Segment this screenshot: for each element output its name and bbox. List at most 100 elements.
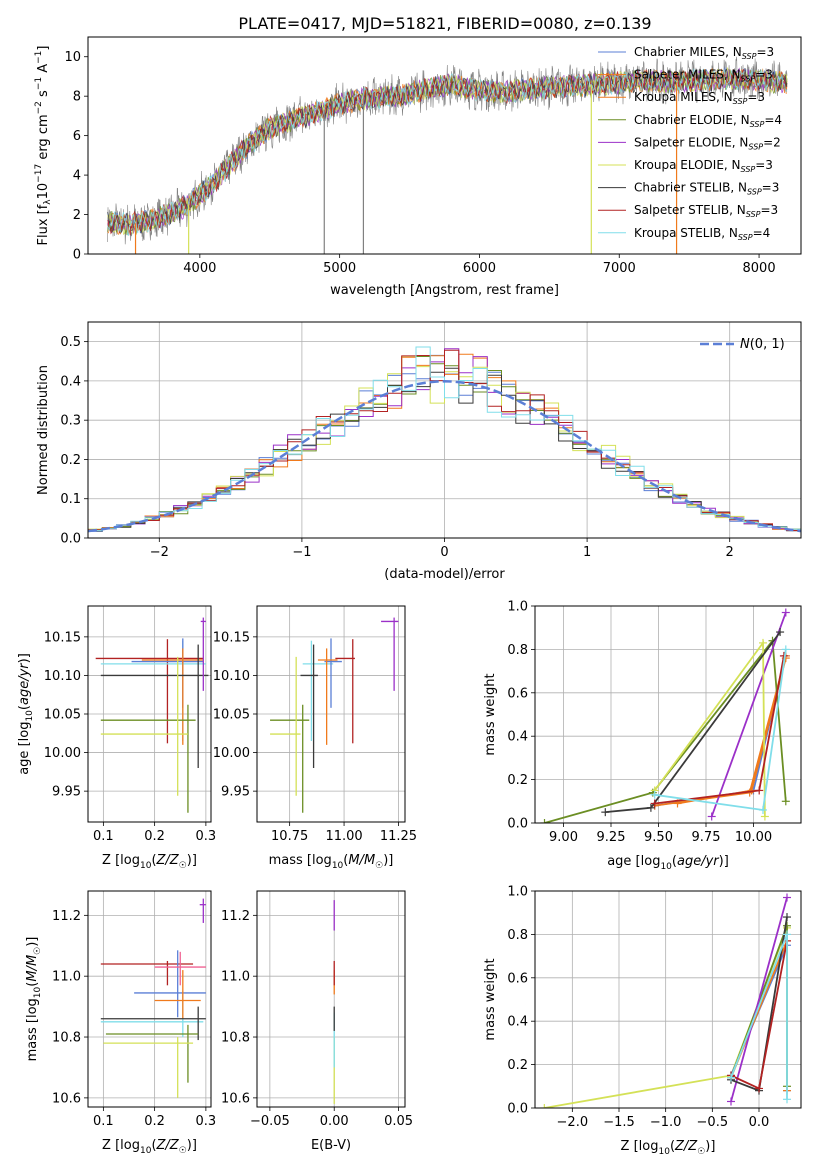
weight_vs_Z-ytick-label: 0.6 bbox=[507, 971, 528, 986]
mass_vs_Z-panel: 0.1 0.2 0.310.610.811.011.2Z [log10(Z/Z☉)]… bbox=[25, 890, 216, 1156]
age_vs_Z-xtick-label: 0.2 bbox=[144, 829, 165, 844]
spectrum-xtick-label: 8000 bbox=[743, 261, 776, 276]
text-span: )] bbox=[25, 937, 40, 947]
text-span: SSP bbox=[733, 97, 748, 106]
text-span: ☉ bbox=[179, 861, 187, 871]
spectrum-panel: 4000 5000 6000 7000 8000 0 2 4 6 8 10 Chabrier MILE… bbox=[34, 36, 802, 298]
residuals-xtick-label: 1 bbox=[583, 545, 591, 560]
text-span: ( bbox=[151, 853, 156, 868]
legend-label: Salpeter ELODIE, NSSP=2 bbox=[634, 135, 781, 151]
text-span: Z [log bbox=[102, 853, 140, 868]
mass_vs_Z-plot-area bbox=[100, 898, 206, 1098]
text-span: SSP bbox=[738, 233, 753, 242]
legend-label: Salpeter MILES, NSSP=3 bbox=[634, 68, 773, 84]
text-span: )] bbox=[187, 853, 197, 868]
text-span: ☉ bbox=[375, 861, 383, 871]
text-span: age [log bbox=[17, 722, 32, 775]
spectrum-model-line bbox=[107, 69, 788, 236]
text-span: Kroupa MILES, N bbox=[634, 90, 733, 104]
text-span: SSP bbox=[741, 75, 756, 84]
text-span: −17 bbox=[34, 164, 44, 183]
text-span: 10 bbox=[25, 710, 35, 722]
weight_vs_Z-plot-area bbox=[540, 893, 791, 1108]
legend-label: Kroupa MILES, NSSP=3 bbox=[634, 90, 765, 106]
text-span: =3 bbox=[756, 45, 774, 59]
text-span: Chabrier STELIB, N bbox=[634, 181, 747, 195]
age_vs_mass-panel: 10.75 11.00 11.25 9.95 10.00 10.05 10.10 10.15 m… bbox=[213, 605, 417, 871]
age_vs_Z-ytick-label: 9.95 bbox=[52, 785, 81, 800]
text-span: =3 bbox=[762, 181, 780, 195]
age_vs_mass-ytick-label: 9.95 bbox=[221, 785, 250, 800]
text-span: N bbox=[740, 337, 750, 352]
weight-line bbox=[544, 638, 787, 823]
mass_vs_ebv-ytick-label: 10.8 bbox=[221, 1031, 250, 1046]
residuals-plot-area bbox=[88, 346, 801, 538]
residuals-xtick-label: 2 bbox=[726, 545, 734, 560]
mass_vs_Z-ytick-label: 11.2 bbox=[52, 909, 81, 924]
text-span: SSP bbox=[750, 120, 765, 129]
spectrum-xtick-label: 5000 bbox=[323, 261, 356, 276]
text-span: A bbox=[36, 64, 51, 77]
age_vs_mass-ytick-label: 10.00 bbox=[213, 746, 250, 761]
weight_vs_age-ytick-label: 0.0 bbox=[507, 817, 528, 832]
mass_vs_ebv-frame bbox=[256, 890, 406, 1108]
text-span: =2 bbox=[763, 135, 781, 149]
residuals-ytick-label: 0.1 bbox=[60, 492, 81, 507]
text-span: ( bbox=[25, 982, 40, 987]
gaussian-reference-line bbox=[88, 380, 801, 533]
weight_vs_Z-ytick-label: 0.8 bbox=[507, 928, 528, 943]
text-span: =4 bbox=[764, 113, 782, 127]
spectrum-xtick-label: 6000 bbox=[463, 261, 496, 276]
spectrum-ytick-label: 8 bbox=[73, 90, 81, 105]
weight_vs_age-xtick-label: 9.00 bbox=[549, 830, 578, 845]
weight_vs_age-xtick-label: 10.00 bbox=[735, 830, 772, 845]
spectrum-ytick-label: 0 bbox=[73, 248, 81, 263]
age_vs_Z-frame bbox=[87, 605, 212, 823]
text-span: M/M bbox=[348, 853, 375, 868]
weight_vs_Z-xtick-label: −1.0 bbox=[650, 1115, 682, 1130]
text-span: −1 bbox=[34, 51, 44, 64]
residuals-xtick-label: 0 bbox=[440, 545, 448, 560]
weight_vs_Z-xtick-label: −1.5 bbox=[603, 1115, 635, 1130]
residuals-ytick-label: 0.5 bbox=[60, 335, 81, 350]
text-span: =3 bbox=[747, 90, 765, 104]
text-span: ☉ bbox=[33, 947, 43, 955]
spectrum-xtick-label: 7000 bbox=[603, 261, 636, 276]
mass_vs_Z-xtick-label: 0.1 bbox=[93, 1114, 114, 1129]
spectrum-model-line bbox=[107, 68, 788, 237]
text-span: SSP bbox=[747, 188, 762, 197]
legend-label: Chabrier MILES, NSSP=3 bbox=[634, 45, 774, 61]
residuals-ytick-label: 0.3 bbox=[60, 414, 81, 429]
weight-line bbox=[730, 897, 788, 1102]
spectrum-xlabel: wavelength [Angstrom, rest frame] bbox=[330, 283, 559, 298]
text-span: 10 bbox=[658, 1147, 670, 1157]
weight_vs_age-frame bbox=[534, 605, 802, 824]
text-span: ( bbox=[17, 705, 32, 710]
text-span: Chabrier ELODIE, N bbox=[634, 113, 750, 127]
text-span: =3 bbox=[755, 68, 773, 82]
weight_vs_Z-ytick-label: 0.0 bbox=[507, 1102, 528, 1117]
text-span: erg cm bbox=[36, 114, 51, 163]
text-span: 10 bbox=[140, 861, 152, 871]
weight_vs_age-panel: 9.00 9.25 9.50 9.75 10.00 0.0 0.2 0.4 0.6 0.8 1.0 m… bbox=[483, 600, 802, 872]
text-span: λ bbox=[43, 199, 53, 205]
mass_vs_ebv-ytick-label: 10.6 bbox=[221, 1091, 250, 1106]
age_vs_mass-frame bbox=[256, 605, 406, 823]
text-span: SSP bbox=[742, 52, 757, 61]
text-span: Z [log bbox=[621, 1139, 659, 1154]
weight_vs_age-ytick-label: 0.2 bbox=[507, 773, 528, 788]
text-span: M/M bbox=[25, 955, 40, 982]
residuals-ytick-label: 0.0 bbox=[60, 532, 81, 547]
age_vs_mass-xtick-label: 10.75 bbox=[271, 829, 308, 844]
legend-label: Kroupa ELODIE, NSSP=3 bbox=[634, 158, 773, 174]
residuals-panel: −2 −1 0 1 2 0.0 0.1 0.2 0.3 0.4 0.5 N(0, 1) (data-mo… bbox=[36, 321, 802, 582]
weight_vs_Z-ylabel: mass weight bbox=[483, 958, 498, 1040]
text-span: 10 bbox=[332, 861, 344, 871]
age-vs-mass-xlabel: mass [log10(M/M☉)] bbox=[269, 853, 394, 871]
age-vs-Z-xlabel: Z [log10(Z/Z☉)] bbox=[102, 853, 197, 871]
text-span: age/yr bbox=[17, 662, 32, 705]
weight_vs_age-ytick-label: 0.4 bbox=[507, 730, 528, 745]
legend-label: Chabrier ELODIE, NSSP=4 bbox=[634, 113, 782, 129]
age_vs_Z-ytick-label: 10.00 bbox=[44, 746, 81, 761]
